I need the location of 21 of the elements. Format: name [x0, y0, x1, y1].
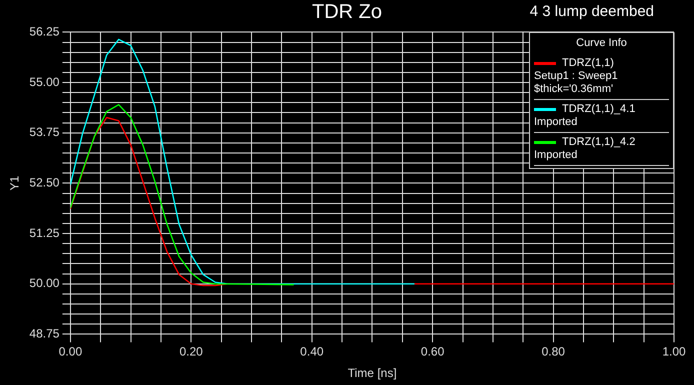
- y-tick-label: 50.00: [29, 276, 60, 290]
- legend-label: TDRZ(1,1)_4.2 Imported: [534, 133, 669, 166]
- x-tick-label: 0.40: [300, 344, 324, 359]
- x-tick-label: 0.20: [179, 344, 204, 359]
- y-tick-label: 52.50: [29, 176, 60, 190]
- legend-title: Curve Info: [575, 36, 628, 52]
- x-tick-label: 0.80: [542, 344, 566, 359]
- x-tick-label: 0.00: [58, 344, 82, 359]
- chart-title: TDR Zo: [312, 1, 382, 23]
- y-tick-label: 51.25: [29, 226, 60, 240]
- y-tick-label: 53.75: [29, 125, 60, 140]
- legend-label: TDRZ(1,1)_4.1 Imported: [534, 100, 669, 134]
- y-tick-label: 55.00: [29, 74, 60, 89]
- y-tick-label: 56.25: [29, 24, 60, 39]
- x-tick-label: 1.00: [662, 344, 686, 359]
- x-tick-label: 0.60: [420, 344, 445, 359]
- legend-label: TDRZ(1,1) Setup1 : Sweep1 $thick='0.36mm': [534, 54, 669, 100]
- y-axis-title: Y1: [8, 176, 22, 191]
- chart-subtitle: 4 3 lump deembed: [530, 3, 654, 20]
- x-axis-title: Time [ns]: [348, 366, 397, 380]
- y-tick-label: 48.75: [29, 326, 60, 341]
